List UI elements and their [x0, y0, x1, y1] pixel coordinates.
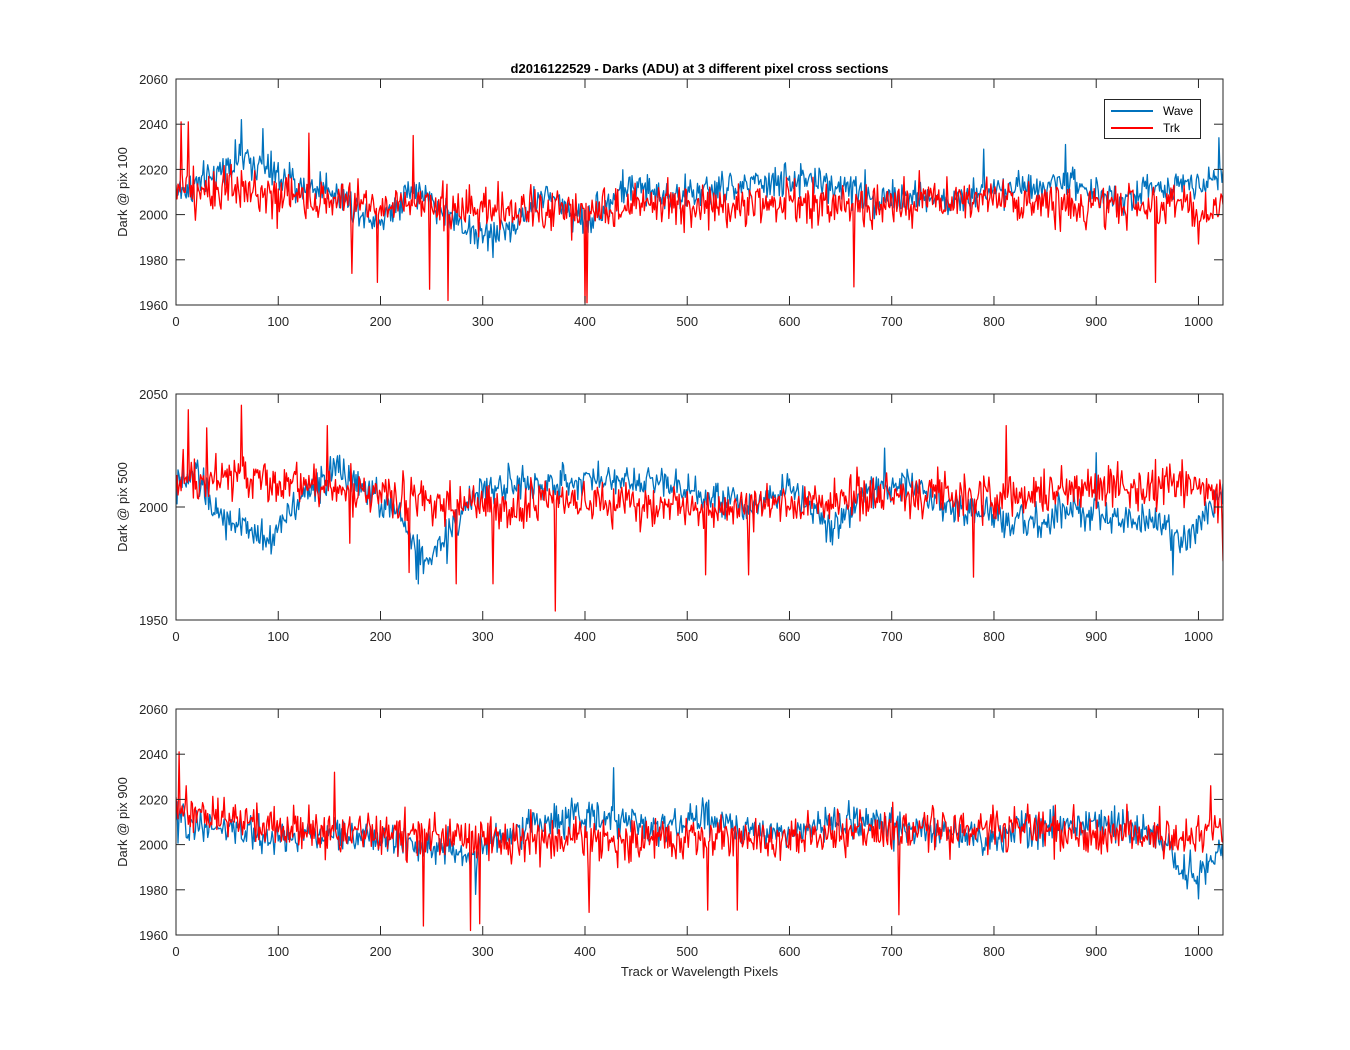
x-tick-label: 800	[983, 944, 1005, 959]
chart-title: d2016122529 - Darks (ADU) at 3 different…	[510, 61, 889, 76]
y-tick-label: 2020	[139, 162, 168, 177]
y-tick-label: 2000	[139, 208, 168, 223]
y-tick-label: 1960	[139, 298, 168, 313]
y-tick-label: 2060	[139, 72, 168, 87]
y-tick-label: 1960	[139, 928, 168, 943]
x-tick-label: 900	[1085, 944, 1107, 959]
x-tick-label: 500	[676, 629, 698, 644]
y-tick-label: 2040	[139, 117, 168, 132]
x-tick-label: 500	[676, 314, 698, 329]
plot-frame	[175, 78, 1224, 306]
y-tick-label: 2060	[139, 702, 168, 717]
y-tick-label: 2000	[139, 500, 168, 515]
legend-entry-wave: Wave	[1111, 103, 1193, 119]
x-tick-label: 0	[172, 314, 179, 329]
x-tick-label: 200	[370, 629, 392, 644]
y-axis-label: Dark @ pix 900	[115, 777, 130, 867]
x-tick-label: 400	[574, 314, 596, 329]
x-tick-label: 100	[267, 314, 289, 329]
plot-frame	[175, 708, 1224, 936]
axes-pix-900: 0 100 200 300 400 500 600 700 800 900 1000 1960 1980…	[115, 702, 1224, 959]
x-tick-label: 700	[881, 629, 903, 644]
y-tick-label: 1950	[139, 613, 168, 628]
legend-swatch-trk	[1111, 127, 1153, 129]
x-tick-label: 700	[881, 944, 903, 959]
legend: Wave Trk	[1104, 99, 1201, 139]
y-axis-label: Dark @ pix 500	[115, 462, 130, 552]
axes-pix-100: 0 100 200 300 400 500 600 700 800 900 1000 1960 1980…	[115, 72, 1224, 329]
x-tick-label: 600	[779, 314, 801, 329]
y-tick-label: 1980	[139, 253, 168, 268]
y-axis-label: Dark @ pix 100	[115, 147, 130, 237]
y-tick-label: 2050	[139, 387, 168, 402]
legend-label-trk: Trk	[1163, 121, 1180, 135]
x-tick-label: 200	[370, 314, 392, 329]
y-tick-label: 2020	[139, 792, 168, 807]
x-tick-label: 100	[267, 629, 289, 644]
y-tick-label: 2000	[139, 838, 168, 853]
y-tick-label: 2040	[139, 747, 168, 762]
x-tick-label: 1000	[1184, 944, 1213, 959]
x-tick-label: 300	[472, 629, 494, 644]
axes-pix-500: 0 100 200 300 400 500 600 700 800 900 1000 1950 2000…	[115, 387, 1224, 644]
x-tick-label: 600	[779, 944, 801, 959]
x-tick-label: 800	[983, 629, 1005, 644]
legend-label-wave: Wave	[1163, 104, 1194, 118]
x-tick-label: 800	[983, 314, 1005, 329]
x-tick-label: 500	[676, 944, 698, 959]
x-tick-label: 900	[1085, 629, 1107, 644]
x-tick-label: 0	[172, 629, 179, 644]
x-tick-label: 900	[1085, 314, 1107, 329]
series-line-trk	[176, 751, 1223, 932]
series-line-trk	[176, 404, 1223, 612]
series-line-trk	[176, 121, 1223, 304]
x-tick-label: 400	[574, 629, 596, 644]
y-tick-label: 1980	[139, 883, 168, 898]
x-tick-label: 200	[370, 944, 392, 959]
x-tick-label: 400	[574, 944, 596, 959]
x-tick-label: 0	[172, 944, 179, 959]
legend-swatch-wave	[1111, 110, 1153, 112]
x-tick-label: 100	[267, 944, 289, 959]
x-tick-label: 300	[472, 314, 494, 329]
legend-entry-trk: Trk	[1111, 120, 1180, 136]
x-axis-label: Track or Wavelength Pixels	[620, 964, 779, 979]
x-tick-label: 1000	[1184, 314, 1213, 329]
x-tick-label: 700	[881, 314, 903, 329]
x-tick-label: 300	[472, 944, 494, 959]
x-tick-label: 1000	[1184, 629, 1213, 644]
x-tick-label: 600	[779, 629, 801, 644]
